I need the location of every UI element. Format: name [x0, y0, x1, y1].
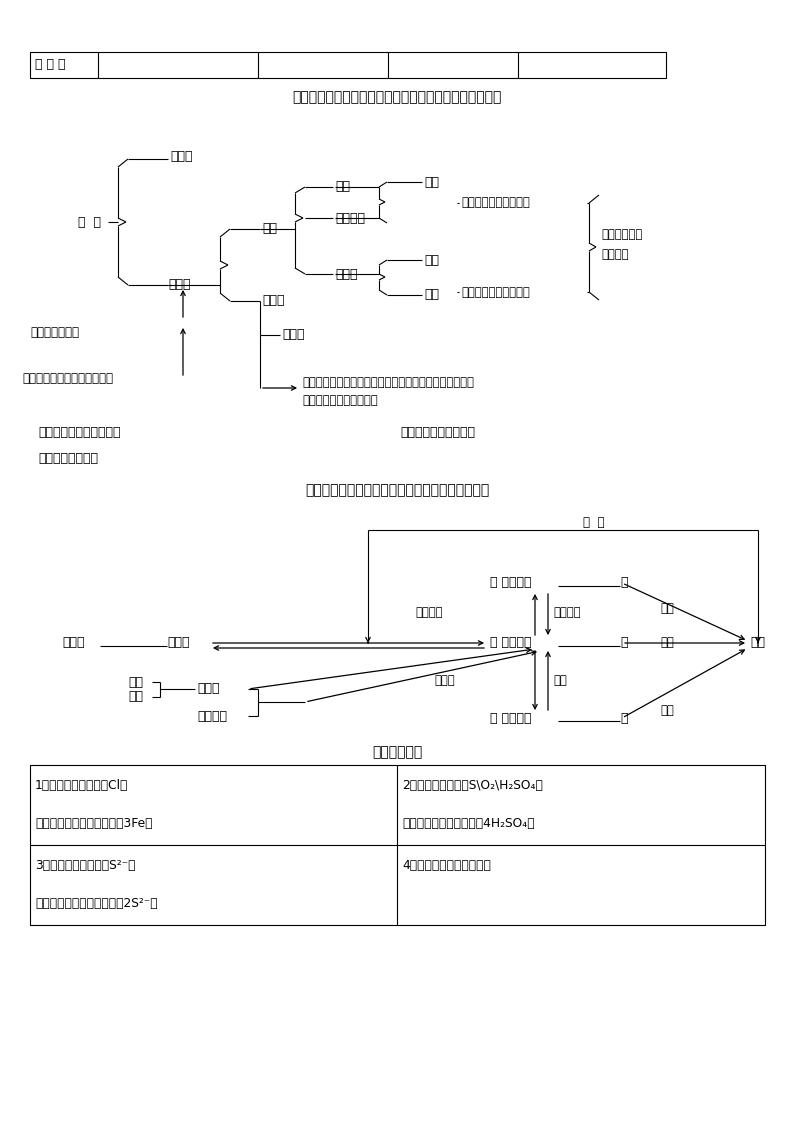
Text: 稀有气体: 稀有气体 [335, 211, 365, 225]
Text: 化学式的书写原则：正负化合价代数和为零！正在前，负: 化学式的书写原则：正负化合价代数和为零！正在前，负 [302, 376, 474, 390]
Text: 离解成: 离解成 [434, 674, 455, 686]
Text: 构成: 构成 [660, 703, 674, 716]
Text: 离 子（如：: 离 子（如： [490, 576, 531, 590]
Text: 构成: 构成 [660, 637, 674, 649]
Text: ）: ） [620, 576, 627, 590]
Text: 得失电子: 得失电子 [553, 606, 580, 620]
Text: 化学式与元素符号相同: 化学式与元素符号相同 [461, 197, 530, 210]
Text: 原子核: 原子核 [197, 683, 219, 695]
Text: 金属: 金属 [335, 181, 350, 193]
Text: 1、元素符号的意义（Cl）: 1、元素符号的意义（Cl） [35, 779, 129, 792]
Text: 核外电子: 核外电子 [197, 710, 227, 722]
Text: 非金属: 非金属 [335, 267, 357, 281]
Text: 分 子（如：: 分 子（如： [490, 712, 531, 724]
Text: 化学式与元素符号不同: 化学式与元素符号不同 [461, 285, 530, 299]
Text: ㈡常见原子团化合价：: ㈡常见原子团化合价： [400, 427, 475, 439]
Text: 化学式前加系数的意义（4H₂SO₄）: 化学式前加系数的意义（4H₂SO₄） [402, 818, 534, 830]
Text: 单质: 单质 [262, 222, 277, 236]
Text: 固态: 固态 [424, 175, 439, 189]
Text: 氧化物: 氧化物 [282, 329, 305, 341]
Text: 在后！读在前，写在后！: 在后！读在前，写在后！ [302, 393, 378, 407]
Text: 质子: 质子 [128, 676, 143, 688]
Text: ）元素: ）元素 [167, 637, 190, 649]
Text: 元素符号前加系数的意义（3Fe）: 元素符号前加系数的意义（3Fe） [35, 818, 152, 830]
Text: ㈢化合价的规律：: ㈢化合价的规律： [38, 451, 98, 465]
Text: ）: ） [620, 712, 627, 724]
Text: （概念、决定元素种类）元素: （概念、决定元素种类）元素 [22, 372, 113, 384]
Bar [30, 52, 666, 77]
Text: 中子: 中子 [128, 691, 143, 703]
Text: 构成: 构成 [553, 674, 567, 686]
Text: （如：: （如： [62, 637, 84, 649]
Text: 气态: 气态 [424, 289, 439, 301]
Text: 物  质: 物 质 [78, 216, 101, 228]
Text: 液态: 液态 [424, 254, 439, 266]
Text: 构成: 构成 [660, 602, 674, 614]
Text: 化合物: 化合物 [262, 294, 284, 308]
Text: 4、化合价的写法及其意义: 4、化合价的写法及其意义 [402, 859, 491, 871]
Text: 常见元素及其: 常见元素及其 [601, 228, 642, 241]
Text: 离子符号前加系数的意义（2S²⁻）: 离子符号前加系数的意义（2S²⁻） [35, 897, 158, 910]
Bar [30, 765, 765, 925]
Text: 组  成: 组 成 [583, 515, 604, 529]
Text: 3、离子符号的意义（S²⁻）: 3、离子符号的意义（S²⁻） [35, 859, 136, 871]
Text: 九、物质的构成和几种微粒（概念、性质）的关系: 九、物质的构成和几种微粒（概念、性质）的关系 [305, 483, 489, 497]
Text: ㈠常见元素化合价口诀：: ㈠常见元素化合价口诀： [38, 427, 121, 439]
Text: 举 实 例: 举 实 例 [35, 58, 65, 72]
Text: （定义）化学式: （定义）化学式 [30, 327, 79, 339]
Text: 得失电子: 得失电子 [415, 606, 442, 620]
Text: ）: ） [620, 637, 627, 649]
Text: 纯净物: 纯净物 [168, 279, 191, 292]
Text: 2、化学式的意义（S\O₂\H₂SO₄）: 2、化学式的意义（S\O₂\H₂SO₄） [402, 779, 543, 792]
Text: 物质: 物质 [750, 637, 765, 649]
Text: 混合物: 混合物 [170, 150, 192, 164]
Text: 十、化学用语: 十、化学用语 [372, 745, 422, 759]
Text: 八、物质的分类、物质的组成及其各类物质化学式的书写: 八、物质的分类、物质的组成及其各类物质化学式的书写 [292, 90, 502, 104]
Text: 元素符号: 元素符号 [601, 248, 629, 262]
Text: 原 子（如：: 原 子（如： [490, 637, 531, 649]
